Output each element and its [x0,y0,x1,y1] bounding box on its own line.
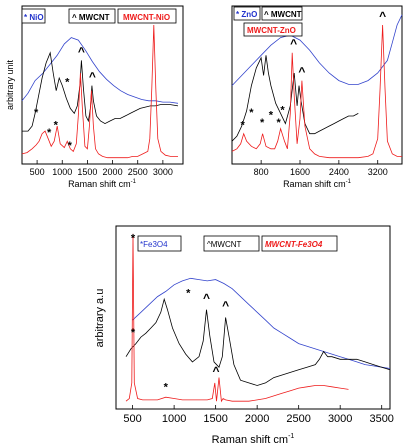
peak-marker: * [186,288,191,300]
peak-marker: * [164,382,169,394]
x-tick-label: 2000 [103,167,123,177]
y-axis-label: arbitrary unit [5,59,15,110]
legend-box-1 [233,6,261,21]
chart-panel-fe3o4: 500 1000 1500 2000 2500 3000 3500 * * * * ^ ^ ^ *Fe3… [94,225,394,446]
legend-box-3 [261,235,338,252]
peak-marker: ^ [298,65,305,79]
legend-box-1 [137,235,182,252]
annotation-group: *****^^^ [34,9,158,152]
peak-marker: * [131,233,136,245]
x-tick-label: 1000 [52,167,72,177]
x-tick-label: 3000 [328,413,352,425]
legend-label-mwcnt: ^ MWCNT [72,13,110,22]
legend-box-2 [261,6,303,21]
peak-marker: ^ [89,70,96,84]
peak-marker: * [34,107,39,119]
peak-marker: * [54,120,59,132]
x-tick-label: 2000 [245,413,269,425]
annotation-group: ******^^^ [241,9,387,132]
tick-group: 500 1000 1500 2000 2500 3000 3500 [123,405,394,425]
x-tick-label: 1600 [290,167,310,177]
legend-label-mwcnt-fe3o4: MWCNT-Fe3O4 [265,240,323,249]
x-tick-label: 2500 [286,413,310,425]
legend-label-zno: * ZnO [236,10,257,19]
legend-box-2 [203,235,260,252]
legend-label-mwcnt-nio: MWCNT-NiO [123,13,170,22]
peak-marker: * [241,120,246,132]
series-line-1 [125,297,391,386]
peak-marker: ^ [203,291,210,305]
legend-label-fe3o4: *Fe3O4 [140,240,168,249]
legend-box-2 [68,8,116,24]
peak-marker: * [280,104,285,116]
peak-marker: * [260,117,265,129]
legend-label-nio: * NiO [24,13,44,22]
peak-marker: * [276,117,281,129]
x-tick-label: 3500 [369,413,393,425]
series-line-1 [231,55,359,142]
series-line-2 [125,233,349,403]
y-axis-label: arbitrary a.u [94,289,106,348]
legend-label-mwcnt: ^ MWCNT [264,10,302,19]
peak-marker: * [47,127,52,139]
series-line-0 [132,277,391,369]
series-group [231,14,403,159]
plot-frame [231,5,403,165]
series-line-0 [231,14,403,86]
x-axis-label: Raman shift cm-1 [212,433,295,446]
peak-marker: ^ [213,364,220,378]
x-tick-label: 500 [123,413,141,425]
peak-marker: * [249,107,254,119]
chart-panel-zno: 800 1600 2400 3200 ******^^^ * ZnO ^ MWCNT … [231,5,403,189]
peak-marker: * [269,109,274,121]
x-tick-label: 1500 [203,413,227,425]
peak-marker: ^ [222,299,229,313]
legend-label-mwcnt: ^MWCNT [207,240,242,249]
x-axis-label: Raman shift cm-1 [68,179,137,189]
x-tick-label: 2500 [128,167,148,177]
x-tick-label: 3000 [153,167,173,177]
legend-label-mwcnt-zno: MWCNT-ZnO [247,26,296,35]
series-group [21,24,179,159]
peak-marker: * [131,327,136,339]
peak-marker: ^ [379,9,386,23]
annotation-group: * * * * ^ ^ ^ [131,233,229,394]
series-line-2 [231,24,402,159]
tick-group: 800 1600 2400 3200 [254,160,388,177]
plot-frame [21,5,184,165]
peak-marker: * [68,140,73,152]
x-tick-label: 500 [30,167,45,177]
peak-marker: ^ [78,44,85,58]
x-tick-label: 2400 [329,167,349,177]
x-tick-label: 3200 [368,167,388,177]
legend-box-1 [21,8,46,24]
x-axis-label: Raman shift cm-1 [283,179,352,189]
legend-box-3 [117,8,177,24]
x-tick-label: 1000 [162,413,186,425]
series-line-1 [22,51,179,132]
series-group [125,233,391,403]
peak-marker: ^ [290,37,297,51]
plot-frame [115,225,391,410]
x-tick-label: 800 [254,167,269,177]
x-tick-label: 1500 [77,167,97,177]
series-line-2 [21,24,178,159]
peak-marker: * [65,77,70,89]
legend-box-3 [243,22,303,37]
tick-group: 500 1000 1500 2000 2500 3000 [30,160,173,177]
